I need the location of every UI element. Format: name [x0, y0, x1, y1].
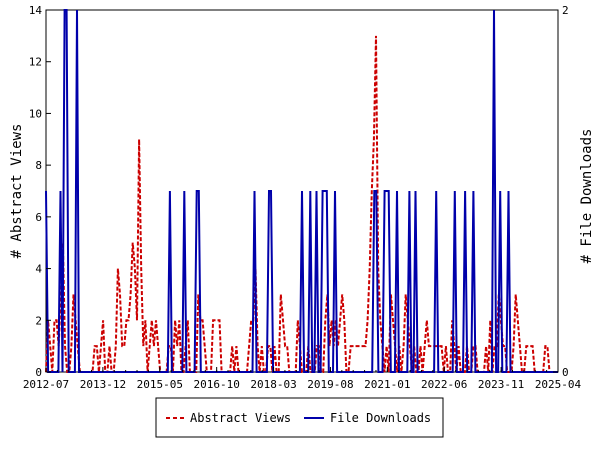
y-axis-right: 02 — [553, 4, 569, 379]
y-left-tick-label: 14 — [29, 4, 43, 17]
y-left-tick-label: 2 — [35, 314, 42, 327]
x-tick-label: 2015-05 — [137, 378, 183, 391]
y-left-tick-label: 6 — [35, 211, 42, 224]
y-axis-left: 0 2 4 6 8 10 12 14 — [29, 4, 51, 379]
series-line-file-downloads — [45, 9, 558, 373]
y-axis-right-title: # File Downloads — [579, 129, 595, 264]
x-tick-label: 2012-07 — [23, 378, 69, 391]
x-tick-label: 2016-10 — [193, 378, 239, 391]
x-tick-label: 2021-01 — [364, 378, 410, 391]
series-line-abstract-views — [45, 35, 558, 373]
legend-box — [155, 397, 444, 438]
x-tick-label: 2022-06 — [421, 378, 467, 391]
x-axis: 2012-07 2013-12 2015-05 2016-10 2018-03 2019-… — [23, 367, 582, 391]
y-left-tick-label: 10 — [29, 107, 42, 120]
series-layer — [45, 9, 558, 373]
y-right-tick-label: 0 — [562, 366, 569, 379]
x-tick-label: 2023-11 — [478, 378, 524, 391]
y-left-tick-label: 12 — [29, 56, 42, 69]
legend: Abstract Views File Downloads — [155, 397, 444, 438]
y-left-tick-label: 0 — [35, 366, 42, 379]
x-tick-label: 2018-03 — [250, 378, 296, 391]
plot-area: 2012-07 2013-12 2015-05 2016-10 2018-03 2019-… — [23, 4, 582, 391]
x-tick-label: 2019-08 — [307, 378, 353, 391]
x-tick-label: 2025-04 — [535, 378, 582, 391]
y-left-tick-label: 8 — [35, 159, 42, 172]
y-left-tick-label: 4 — [35, 263, 42, 276]
legend-label-abstract-views: Abstract Views — [190, 411, 291, 425]
x-tick-label: 2013-12 — [80, 378, 126, 391]
legend-label-file-downloads: File Downloads — [330, 411, 431, 425]
y-axis-left-title: # Abstract Views — [9, 124, 25, 259]
y-right-tick-label: 2 — [562, 4, 569, 17]
